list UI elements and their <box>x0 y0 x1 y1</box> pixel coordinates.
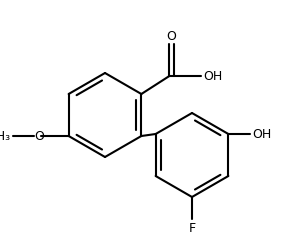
Text: CH₃: CH₃ <box>0 129 11 143</box>
Text: F: F <box>188 222 195 234</box>
Text: O: O <box>167 30 176 43</box>
Text: OH: OH <box>203 69 223 83</box>
Text: OH: OH <box>252 128 271 140</box>
Text: O: O <box>35 129 45 143</box>
